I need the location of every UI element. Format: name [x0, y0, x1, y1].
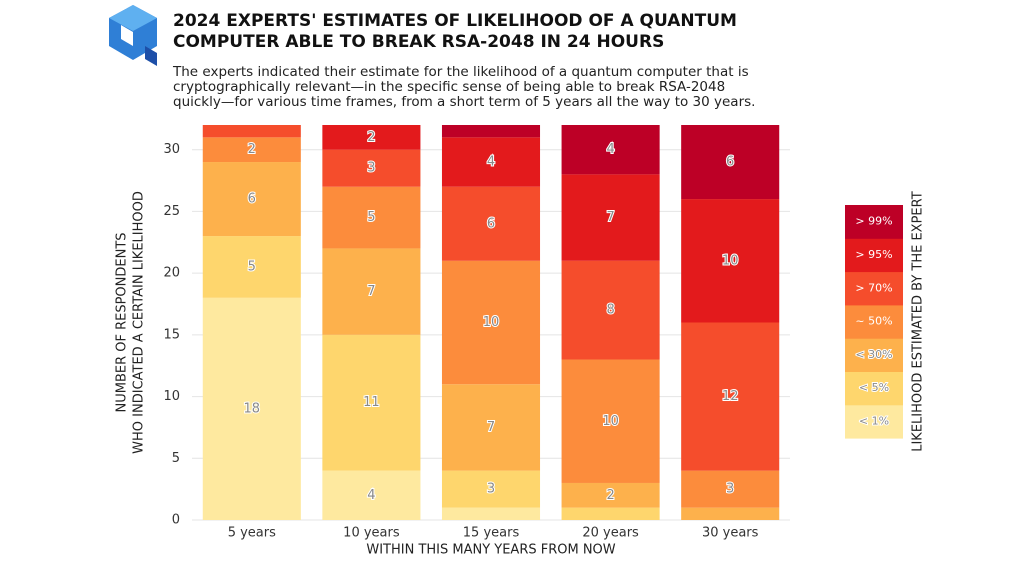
legend-label: > 99%: [855, 215, 892, 228]
bar-segment: [441, 125, 541, 138]
data-label: 2: [606, 488, 614, 503]
chart-title: 2024 EXPERTS' ESTIMATES OF LIKELIHOOD OF…: [173, 11, 737, 31]
bar-segment: [681, 322, 780, 471]
data-label: 8: [606, 303, 614, 318]
x-tick-label: 10 years: [343, 526, 400, 541]
legend-swatch: [845, 304, 903, 339]
legend-label: < 5%: [859, 381, 889, 394]
data-label: 12: [722, 389, 739, 404]
data-label: 6: [248, 192, 256, 207]
bar-segment: [322, 248, 421, 335]
legend-swatch: [845, 205, 903, 239]
bar-segment: [441, 507, 541, 520]
chart-subtitle: quickly—for various time frames, from a …: [173, 94, 755, 110]
legend-swatch: [845, 371, 903, 406]
data-label: 4: [606, 142, 614, 157]
y-tick-label: 5: [172, 451, 180, 466]
bar-segment: [561, 125, 660, 175]
legend-label: > 70%: [855, 281, 892, 294]
y-tick-label: 30: [163, 142, 180, 157]
y-axis-title: WHO INDICATED A CERTAIN LIKELIHOOD: [132, 191, 147, 454]
bar-segment: [561, 260, 660, 360]
data-label: 10: [602, 414, 619, 429]
data-label: 7: [606, 210, 614, 225]
legend-swatch: [845, 238, 903, 273]
x-tick-label: 20 years: [582, 526, 639, 541]
data-label: 5: [248, 259, 256, 274]
data-label: 4: [367, 488, 375, 503]
bar-segment: [441, 470, 541, 508]
data-label: 10: [722, 253, 739, 268]
data-label: 3: [367, 161, 375, 176]
legend-title: LIKELIHOOD ESTIMATED BY THE EXPERT: [911, 191, 926, 452]
bar-segment: [202, 297, 301, 520]
y-tick-label: 25: [163, 204, 180, 219]
bar-segment: [322, 470, 421, 520]
bar-segment: [681, 199, 780, 323]
data-label: 6: [487, 216, 495, 231]
bar-segment: [681, 507, 780, 520]
bar-segment: [561, 359, 660, 483]
chart-title: COMPUTER ABLE TO BREAK RSA-2048 IN 24 HO…: [173, 32, 664, 52]
bar-segment: [441, 137, 541, 187]
y-tick-label: 15: [163, 327, 180, 342]
bar-segment: [202, 125, 301, 138]
bar-segment: [441, 384, 541, 471]
data-label: 10: [483, 315, 500, 330]
x-tick-label: 5 years: [228, 526, 276, 541]
bar-segment: [322, 149, 421, 187]
data-label: 7: [367, 284, 375, 299]
data-label: 3: [487, 482, 495, 497]
y-tick-label: 20: [163, 266, 180, 281]
legend-label: < 1%: [859, 414, 889, 427]
data-label: 2: [248, 142, 256, 157]
data-label: 6: [726, 155, 734, 170]
logo: [109, 5, 157, 66]
bar-segment: [322, 186, 421, 249]
bar-segment: [561, 482, 660, 508]
x-tick-label: 30 years: [702, 526, 759, 541]
bar-segment: [202, 137, 301, 163]
x-axis-title: WITHIN THIS MANY YEARS FROM NOW: [366, 543, 615, 558]
data-label: 3: [726, 482, 734, 497]
y-tick-label: 0: [172, 513, 180, 528]
bar-segment: [322, 334, 421, 471]
data-label: 18: [244, 401, 261, 416]
y-tick-label: 10: [163, 389, 180, 404]
legend-swatch: [845, 404, 903, 439]
bar-segment: [561, 174, 660, 261]
bar-segment: [202, 162, 301, 237]
legend-label: > 95%: [855, 248, 892, 261]
y-axis-title: NUMBER OF RESPONDENTS: [115, 232, 130, 412]
bar-segment: [441, 260, 541, 385]
legend-label: ~ 50%: [855, 315, 892, 328]
data-label: 2: [367, 130, 375, 145]
bar-segment: [681, 125, 780, 200]
data-label: 5: [367, 210, 375, 225]
bar-segment: [322, 125, 421, 150]
chart-subtitle: cryptographically relevant—in the specif…: [173, 79, 725, 95]
bar-segment: [681, 470, 780, 508]
chart-subtitle: The experts indicated their estimate for…: [172, 64, 749, 80]
legend-swatch: [845, 271, 903, 306]
legend-swatch: [845, 338, 903, 372]
bar-segment: [561, 507, 660, 520]
data-label: 4: [487, 155, 495, 170]
data-label: 7: [487, 420, 495, 435]
legend-label: < 30%: [855, 348, 892, 361]
data-label: 11: [363, 395, 380, 410]
bar-segment: [441, 186, 541, 261]
bar-segment: [202, 236, 301, 298]
x-tick-label: 15 years: [463, 526, 520, 541]
